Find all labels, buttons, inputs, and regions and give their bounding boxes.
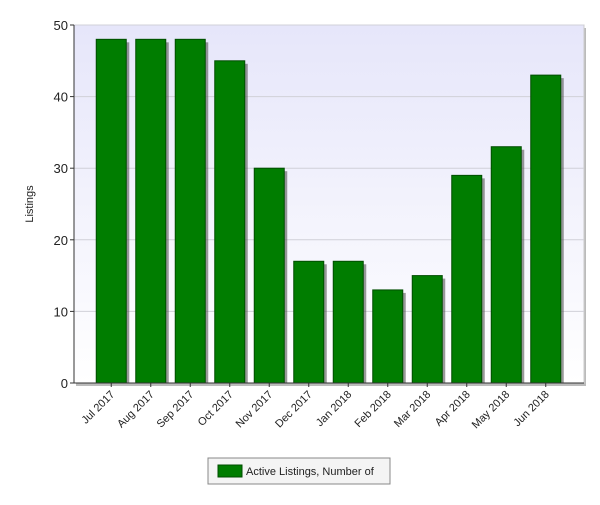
x-tick-label: Oct 2017 bbox=[196, 389, 236, 429]
x-tick-label: Dec 2017 bbox=[273, 389, 315, 431]
bar bbox=[174, 38, 206, 384]
bar bbox=[214, 60, 246, 384]
x-tick-label: Sep 2017 bbox=[155, 389, 197, 431]
x-tick-label: Jan 2018 bbox=[314, 389, 354, 429]
legend-swatch bbox=[217, 464, 243, 478]
y-tick-label: 10 bbox=[54, 304, 68, 319]
bar bbox=[253, 167, 285, 384]
bar bbox=[372, 289, 404, 384]
bar bbox=[135, 38, 167, 384]
x-tick-label: May 2018 bbox=[470, 389, 513, 432]
bar bbox=[332, 260, 364, 384]
x-tick-label: Feb 2018 bbox=[353, 389, 394, 430]
y-tick-label: 40 bbox=[54, 90, 68, 105]
legend-label: Active Listings, Number of bbox=[246, 466, 375, 478]
bar bbox=[95, 38, 127, 384]
y-tick-label: 30 bbox=[54, 161, 68, 176]
bar bbox=[293, 260, 325, 384]
x-tick-label: Jul 2017 bbox=[79, 389, 117, 427]
y-tick-label: 20 bbox=[54, 233, 68, 248]
y-axis-label: Listings bbox=[24, 185, 36, 223]
x-tick-label: Mar 2018 bbox=[392, 389, 433, 430]
bar bbox=[490, 146, 522, 384]
x-tick-label: Aug 2017 bbox=[115, 389, 157, 431]
y-tick-label: 0 bbox=[61, 376, 68, 391]
x-tick-label: Nov 2017 bbox=[234, 389, 276, 431]
bar bbox=[411, 275, 443, 384]
bar bbox=[530, 74, 562, 384]
x-tick-label: Jun 2018 bbox=[511, 389, 551, 429]
y-tick-label: 50 bbox=[54, 18, 68, 33]
x-tick-label: Apr 2018 bbox=[433, 389, 473, 429]
bar bbox=[451, 174, 483, 384]
